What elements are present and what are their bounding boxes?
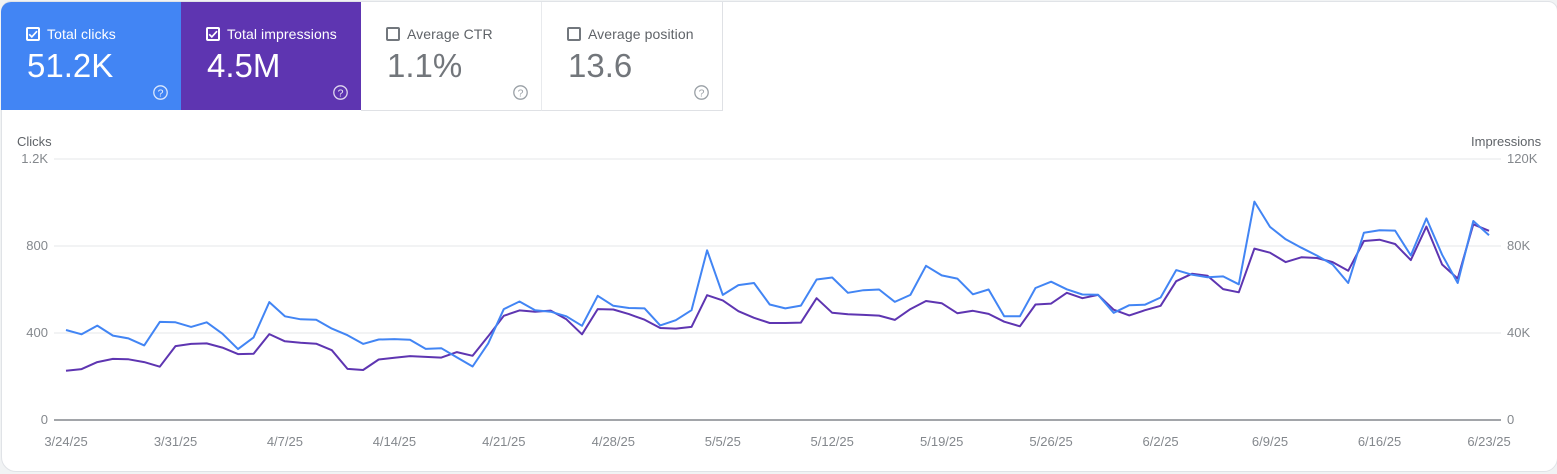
svg-text:?: ?: [337, 87, 343, 99]
svg-text:?: ?: [157, 87, 163, 99]
svg-text:?: ?: [517, 87, 523, 99]
svg-text:?: ?: [698, 87, 704, 99]
